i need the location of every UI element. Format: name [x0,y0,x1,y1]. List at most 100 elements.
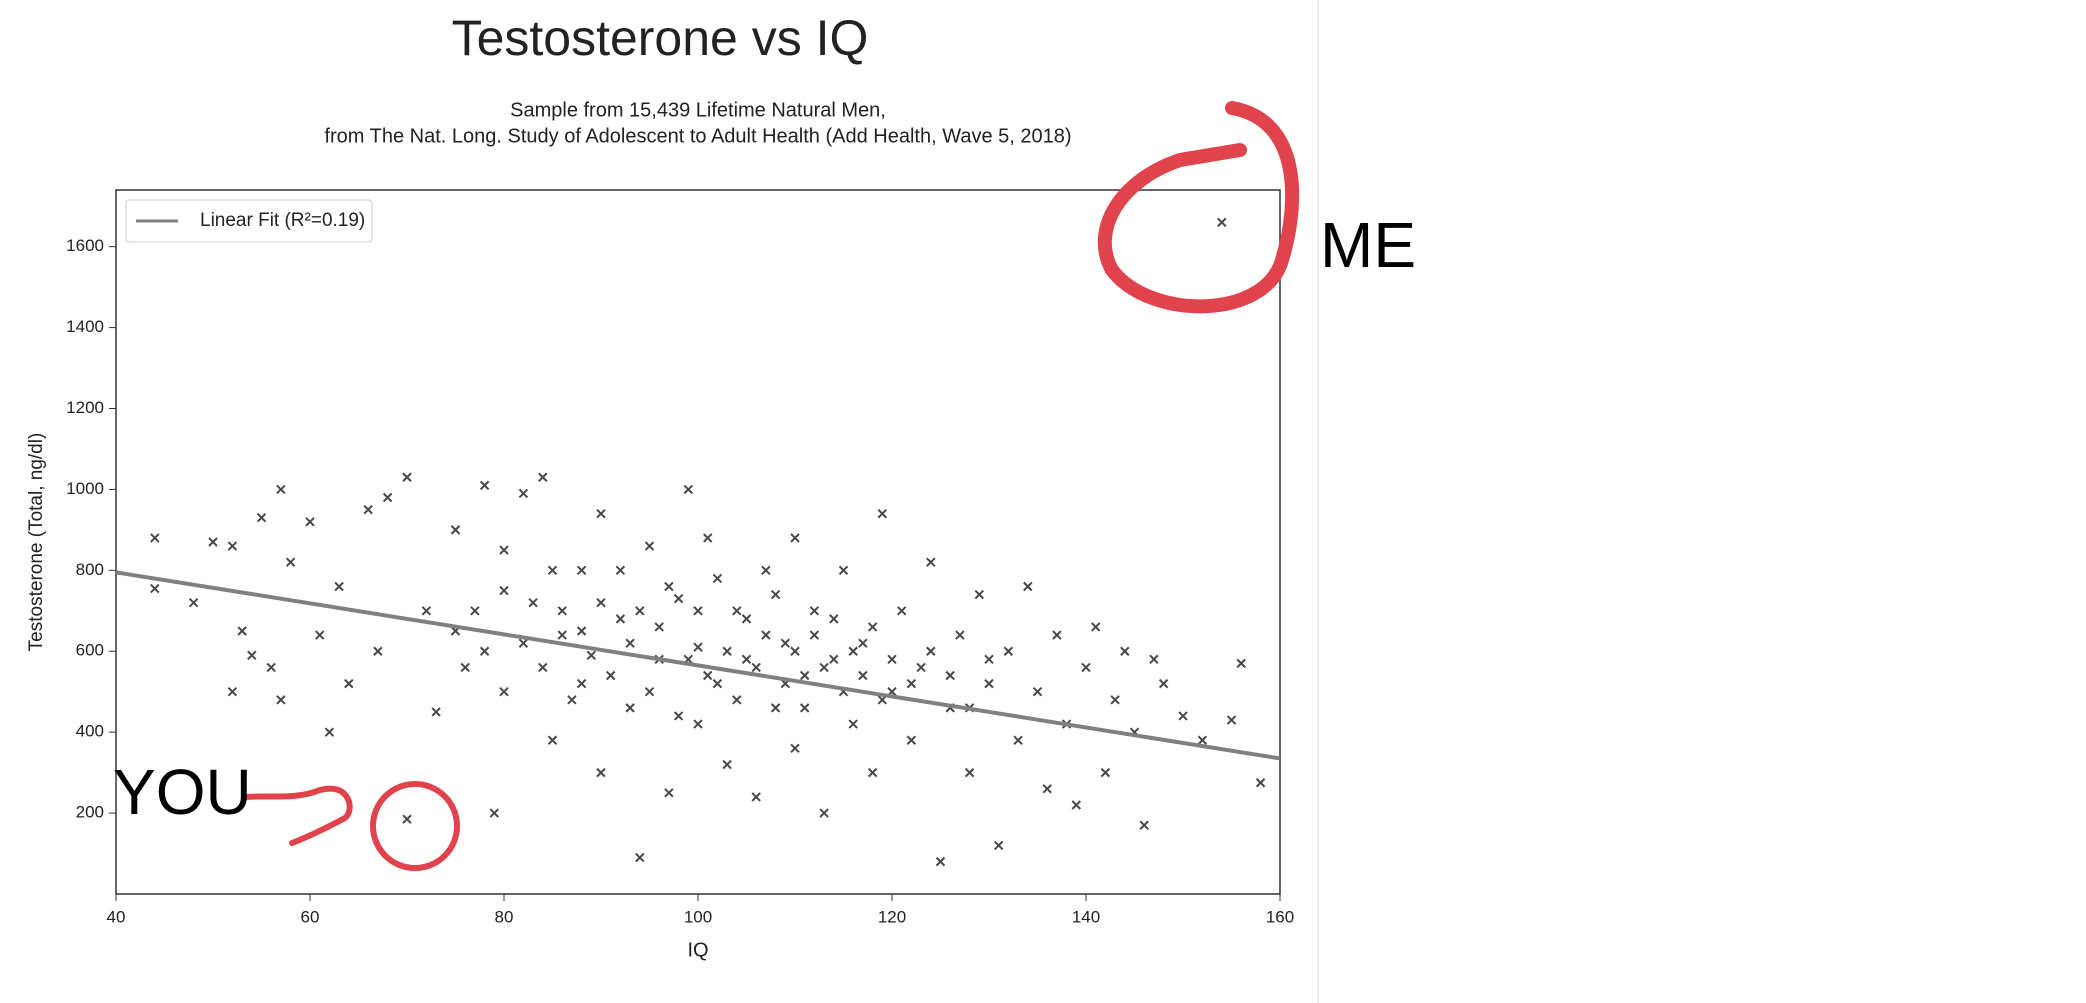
point [848,646,858,656]
point [635,852,645,863]
point [935,856,946,867]
circle-annotation [370,781,460,871]
point [858,638,868,648]
point [848,719,858,729]
arrow-annotation [243,785,353,846]
circle-annotation [1097,101,1300,314]
point [596,508,606,519]
point [518,488,529,499]
point [702,533,713,543]
x-tick-label: 80 [495,907,514,926]
point [314,630,325,640]
point [1120,646,1130,656]
y-tick-label: 1000 [66,479,104,498]
point [256,513,267,523]
point [732,606,742,616]
point [479,480,490,491]
point [809,630,820,640]
point [770,703,781,713]
point [596,767,606,778]
point [1071,800,1082,810]
point [576,626,587,636]
point [799,703,810,713]
point [790,646,800,656]
point [1081,662,1091,673]
point [761,565,771,576]
point [683,484,694,495]
point [237,626,247,636]
y-tick-label: 1400 [66,317,104,336]
point [615,614,626,624]
point [722,646,732,656]
subtitle: from The Nat. Long. Study of Adolescent … [324,125,1071,147]
fit-line [115,570,1281,761]
point [470,606,480,616]
point [450,525,461,535]
point [809,606,820,616]
point [693,719,703,729]
point [751,792,761,802]
point [799,670,810,681]
point [402,814,412,824]
point [926,646,936,656]
point [324,727,335,737]
point [334,581,344,592]
y-tick-label: 200 [76,803,104,822]
point [926,557,936,567]
point [499,686,509,697]
point [1013,735,1023,745]
point [712,678,723,689]
point [790,533,800,543]
point [741,614,752,624]
point [712,573,723,584]
point [693,606,703,616]
point [974,589,985,600]
point [867,622,878,632]
point [479,646,490,656]
legend-box [125,199,373,243]
point [547,565,558,576]
point [518,638,529,648]
chart-title: Testosterone vs IQ [452,10,869,66]
point [1178,711,1188,721]
point [732,695,742,705]
point [431,707,441,717]
point [955,630,965,640]
annotation: ME [1320,209,1416,281]
point [1149,654,1159,665]
point [499,545,509,555]
point [1255,778,1266,788]
point [1032,686,1043,697]
point [1197,735,1208,745]
point [702,670,713,681]
point [1042,784,1052,794]
point [499,585,509,596]
point [382,492,393,503]
point [1158,678,1169,689]
point [538,472,548,482]
point [528,597,538,608]
point [247,650,257,660]
point [984,654,994,665]
point [576,678,587,689]
point [829,614,839,624]
point [596,597,606,608]
point [964,767,975,778]
point [819,808,829,818]
point [741,654,752,665]
point [896,606,907,616]
point [547,735,558,745]
x-tick-label: 100 [684,907,712,926]
point [460,662,470,673]
point [227,541,238,551]
point [605,670,616,681]
y-tick-label: 800 [76,560,104,579]
point [188,597,199,608]
y-tick-label: 1600 [66,236,104,255]
annotation: YOU [113,756,252,828]
point [1110,695,1120,705]
x-tick-label: 160 [1266,907,1294,926]
point [489,808,500,818]
y-tick-label: 600 [76,641,104,660]
